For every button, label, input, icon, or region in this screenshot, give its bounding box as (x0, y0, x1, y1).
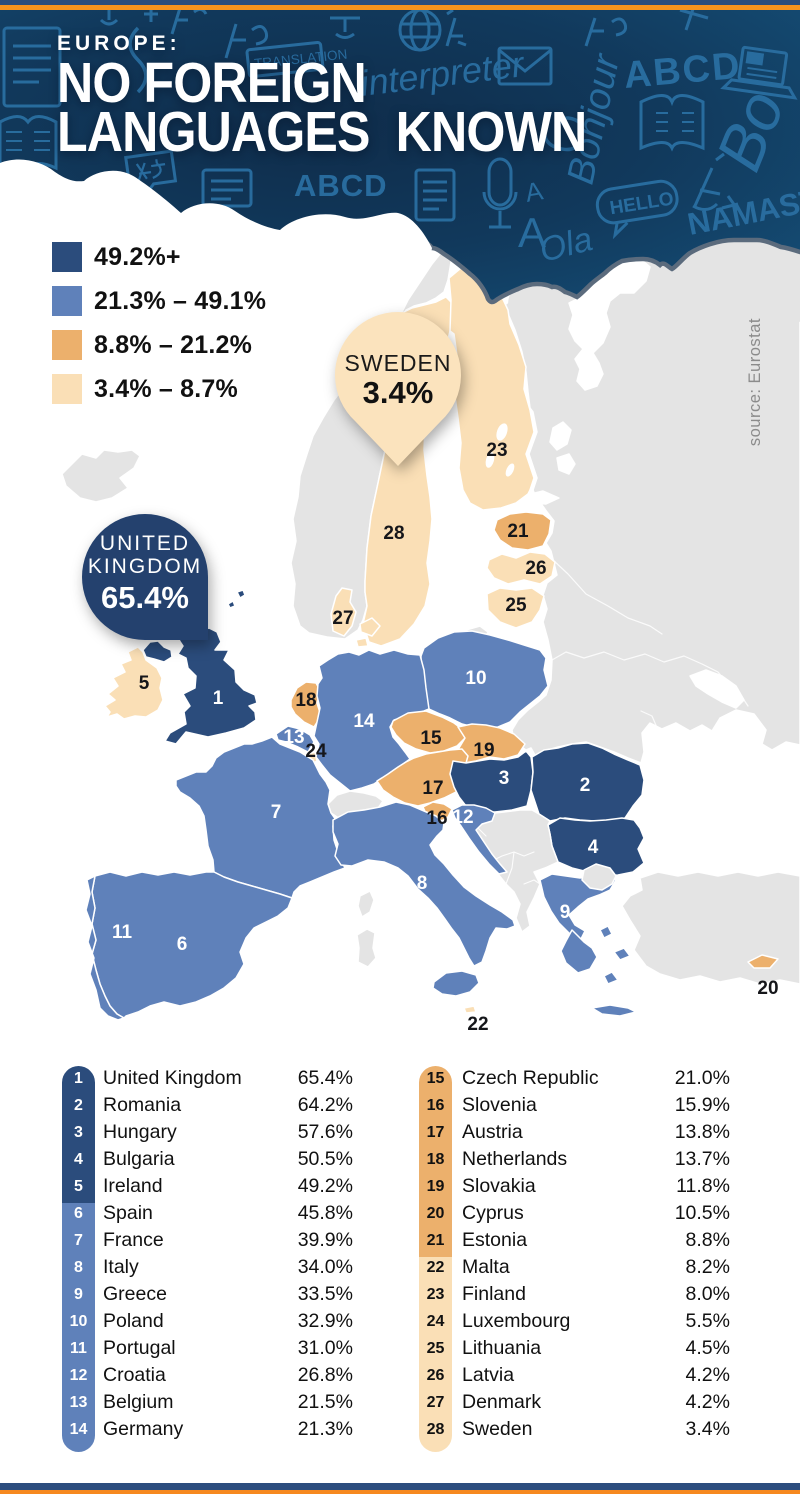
svg-text:KINGDOM: KINGDOM (88, 555, 202, 578)
svg-text:A: A (518, 209, 546, 256)
svg-text:6: 6 (177, 934, 188, 955)
svg-text:17: 17 (422, 778, 443, 799)
svg-text:A: A (523, 175, 546, 208)
svg-text:ABCD: ABCD (294, 168, 388, 203)
svg-text:20: 20 (757, 978, 778, 999)
svg-text:4: 4 (588, 837, 599, 858)
svg-text:28: 28 (383, 523, 404, 544)
svg-text:25: 25 (505, 595, 527, 616)
svg-text:7: 7 (271, 802, 282, 823)
svg-text:18: 18 (295, 690, 316, 711)
svg-text:11: 11 (112, 922, 133, 943)
svg-text:16: 16 (426, 808, 447, 829)
svg-text:23: 23 (486, 440, 507, 461)
svg-text:8: 8 (417, 873, 428, 894)
svg-text:1: 1 (213, 688, 224, 709)
svg-text:15: 15 (420, 728, 442, 749)
svg-text:21: 21 (507, 521, 529, 542)
svg-text:UNITED: UNITED (100, 532, 190, 555)
svg-text:14: 14 (353, 711, 375, 732)
svg-text:3.4%: 3.4% (363, 375, 434, 410)
svg-text:13: 13 (283, 727, 304, 748)
svg-text:22: 22 (467, 1014, 488, 1035)
svg-text:SWEDEN: SWEDEN (345, 350, 452, 376)
svg-text:65.4%: 65.4% (101, 580, 189, 615)
svg-text:24: 24 (305, 741, 327, 762)
svg-text:5: 5 (139, 673, 150, 694)
svg-text:10: 10 (465, 668, 486, 689)
svg-text:3: 3 (499, 768, 510, 789)
svg-text:9: 9 (560, 902, 571, 923)
svg-text:12: 12 (452, 807, 473, 828)
svg-text:19: 19 (473, 740, 494, 761)
svg-text:26: 26 (525, 558, 546, 579)
svg-text:27: 27 (332, 608, 353, 629)
svg-text:2: 2 (580, 775, 591, 796)
